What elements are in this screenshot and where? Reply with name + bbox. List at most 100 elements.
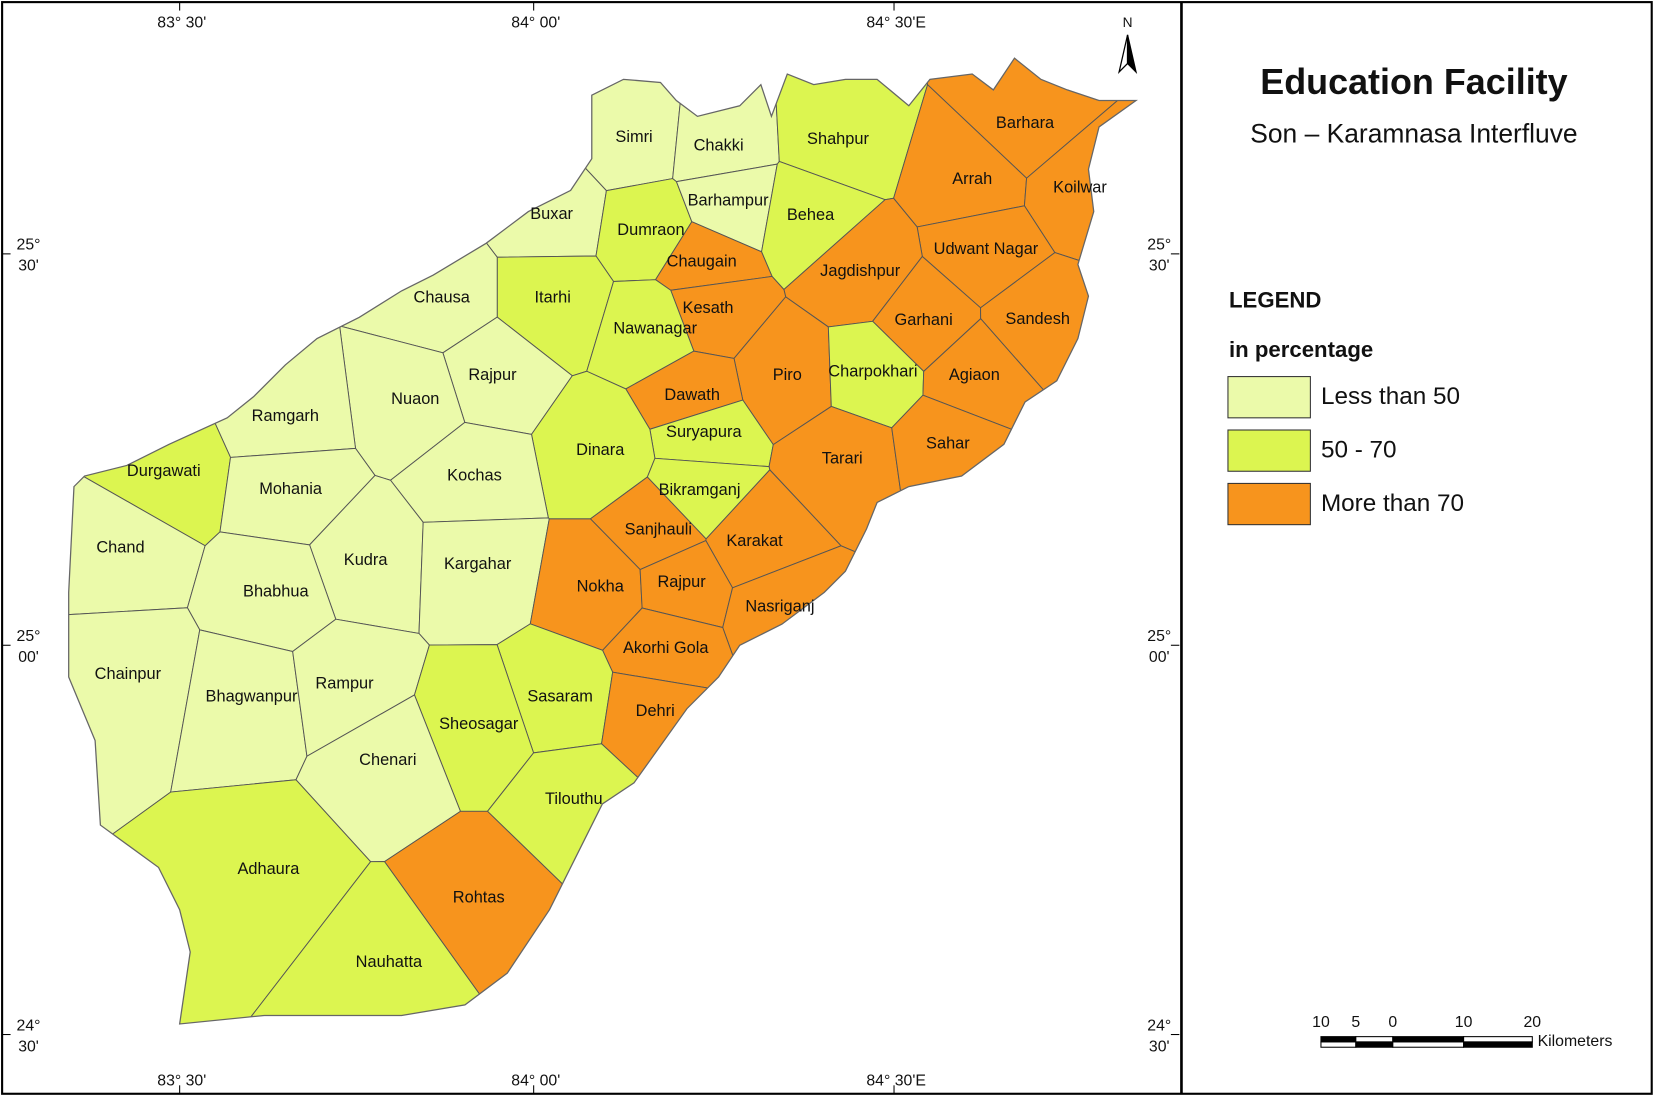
block-label: Dumraon xyxy=(617,221,684,239)
block-label: Kochas xyxy=(447,466,502,484)
latitude-label: 00' xyxy=(18,649,39,666)
block-label: Simri xyxy=(615,128,652,146)
block-label: Koilwar xyxy=(1053,179,1107,197)
block-label: Adhaura xyxy=(237,860,300,878)
legend-swatch xyxy=(1227,482,1311,526)
legend-swatch xyxy=(1227,376,1311,419)
scale-segment xyxy=(1392,1041,1465,1048)
north-arrow: N xyxy=(1118,15,1138,74)
scale-unit: Kilometers xyxy=(1538,1033,1613,1050)
block-label: Dinara xyxy=(576,441,625,459)
block-label: Chainpur xyxy=(95,665,162,683)
block-label: Shahpur xyxy=(807,130,869,148)
block-label: Udwant Nagar xyxy=(934,240,1039,258)
block-label: Garhani xyxy=(894,311,952,329)
scale-segment xyxy=(1463,1041,1533,1048)
block-area xyxy=(68,58,357,458)
latitude-label: 24° xyxy=(17,1017,41,1034)
scale-segment xyxy=(1355,1041,1394,1048)
block-label: Nauhatta xyxy=(356,953,423,971)
scale-bar: 10 5 0 10 20 Kilometers xyxy=(1312,1014,1612,1050)
scale-mark: 5 xyxy=(1351,1014,1360,1031)
subtitle: Son – Karamnasa Interfluve xyxy=(1250,118,1577,148)
block-label: Sahar xyxy=(926,435,970,453)
block-label: Ramgarh xyxy=(252,407,319,425)
block-label: Nokha xyxy=(577,577,625,595)
block-area xyxy=(891,394,1137,856)
block-label: Chenari xyxy=(359,751,416,769)
block-area xyxy=(601,671,1087,1024)
latitude-label: 30' xyxy=(1149,1038,1170,1055)
block-label: Nasriganj xyxy=(745,598,814,616)
longitude-label: 84° 30'E xyxy=(866,14,926,31)
legend-label: More than 70 xyxy=(1321,490,1464,517)
scale-mark: 20 xyxy=(1523,1014,1541,1031)
block-label: Buxar xyxy=(530,205,573,223)
scale-mark: 10 xyxy=(1312,1014,1330,1031)
block-label: Chaugain xyxy=(667,253,737,271)
block-label: Bikramganj xyxy=(659,481,741,499)
block-label: Kesath xyxy=(683,299,734,317)
block-area xyxy=(187,861,555,1024)
latitude-label: 25° xyxy=(17,237,41,254)
latitude-label: 25° xyxy=(1147,237,1171,254)
scale-segment xyxy=(1463,1036,1533,1043)
block-label: Sanjhauli xyxy=(625,520,692,538)
block-label: Rohtas xyxy=(453,888,505,906)
longitude-label: 84° 30'E xyxy=(866,1072,926,1089)
blocks xyxy=(68,58,1137,1024)
block-label: Behea xyxy=(787,206,835,224)
block-label: Barhara xyxy=(996,114,1055,132)
legend: Less than 50 50 - 70 More than 70 xyxy=(1227,376,1464,526)
block-label: Suryapura xyxy=(666,423,742,441)
block-label: Bhagwanpur xyxy=(206,687,298,705)
north-label: N xyxy=(1123,15,1133,30)
latitude-label: 25° xyxy=(17,628,41,645)
scale-segment xyxy=(1320,1041,1357,1048)
block-label: Sasaram xyxy=(527,687,592,705)
longitude-label: 83° 30' xyxy=(157,1072,206,1089)
legend-label: 50 - 70 xyxy=(1321,437,1397,464)
latitude-label: 30' xyxy=(18,258,39,275)
legend-title: LEGEND xyxy=(1229,287,1321,312)
scale-mark: 0 xyxy=(1388,1014,1397,1031)
block-label: Kudra xyxy=(344,551,389,569)
legend-swatch xyxy=(1227,429,1311,472)
graticule-labels: 83° 30' 83° 30' 84° 00' 84° 00' 84° 30'E 84° … xyxy=(2,2,1180,1094)
block-label: Arrah xyxy=(952,170,992,188)
block-label: Tarari xyxy=(822,449,863,467)
block-label: Tilouthu xyxy=(545,790,603,808)
block-labels: Simri Chakki Shahpur Barhara Arrah Koilwar Bux… xyxy=(95,114,1108,971)
block-label: Dehri xyxy=(636,702,675,720)
block-area xyxy=(722,545,1137,1024)
block-label: Sheosagar xyxy=(439,715,519,733)
block-label: Kargahar xyxy=(444,555,512,573)
block-label: Itarhi xyxy=(534,289,570,307)
block-label: Bhabhua xyxy=(243,583,309,601)
block-label: Agiaon xyxy=(949,366,1000,384)
title: Education Facility xyxy=(1260,61,1567,102)
block-label: Piro xyxy=(773,366,802,384)
block-label: Rajpur xyxy=(657,573,706,591)
longitude-label: 84° 00' xyxy=(511,1072,560,1089)
block-label: Jagdishpur xyxy=(820,262,901,280)
block-label: Chausa xyxy=(414,289,471,307)
block-label: Akorhi Gola xyxy=(623,639,709,657)
block-label: Nuaon xyxy=(391,390,439,408)
block-label: Karakat xyxy=(726,532,783,550)
region-outline xyxy=(68,57,1138,1025)
block-label: Dawath xyxy=(664,386,720,404)
block-label: Charpokhari xyxy=(828,363,917,381)
scale-segment xyxy=(1355,1036,1394,1043)
latitude-label: 30' xyxy=(18,1038,39,1055)
longitude-label: 84° 00' xyxy=(511,14,560,31)
scale-mark: 10 xyxy=(1455,1014,1473,1031)
block-label: Barhampur xyxy=(688,191,770,209)
block-label: Chand xyxy=(96,538,144,556)
scale-segment xyxy=(1392,1036,1465,1043)
scale-segment xyxy=(1320,1036,1357,1043)
block-label: Rajpur xyxy=(468,366,517,384)
latitude-label: 24° xyxy=(1147,1017,1171,1034)
